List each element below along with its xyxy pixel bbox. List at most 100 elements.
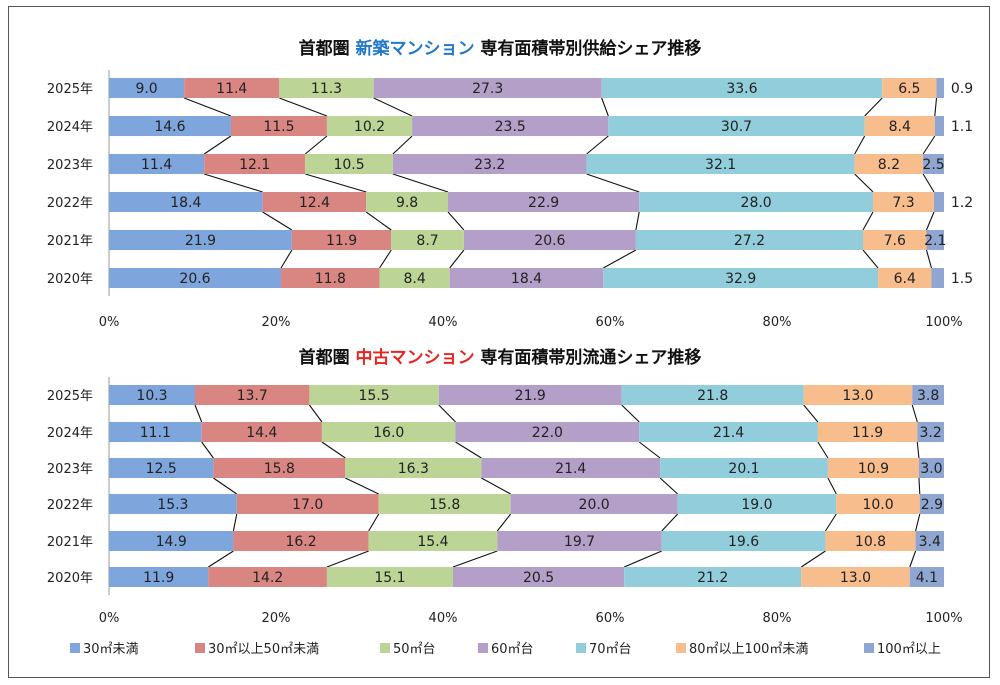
series-connector xyxy=(915,513,921,532)
title-suffix: 専有面積帯別流通シェア推移 xyxy=(475,347,702,368)
series-connector xyxy=(305,173,367,193)
series-connector xyxy=(925,211,935,231)
chart-panel-2: 首都圏 中古マンション 専有面積帯別流通シェア推移 2025年 10.3 13.7 15… xyxy=(47,347,963,626)
data-label: 21.9 xyxy=(185,233,216,249)
series-connector xyxy=(481,477,511,495)
chart-title: 首都圏 中古マンション 専有面積帯別流通シェア推移 xyxy=(299,347,702,368)
bar-segment xyxy=(236,494,379,514)
bar-segment xyxy=(109,458,214,478)
series-connector xyxy=(803,404,819,423)
data-label: 8.4 xyxy=(889,119,911,135)
bar-segment xyxy=(391,230,464,250)
series-connector xyxy=(392,173,449,193)
bar-segment xyxy=(262,192,367,212)
x-tick-label: 20% xyxy=(262,611,291,626)
series-connector xyxy=(365,211,392,231)
data-label: 11.9 xyxy=(143,570,174,586)
bar-segment xyxy=(109,116,231,136)
bar-segment xyxy=(481,458,661,478)
bar-segment xyxy=(455,422,640,442)
series-connector xyxy=(373,97,413,117)
bar-segment xyxy=(639,192,874,212)
bar-segment xyxy=(931,268,944,288)
bar-segment xyxy=(368,531,498,551)
data-label: 33.6 xyxy=(726,81,757,97)
data-label: 32.1 xyxy=(705,157,736,173)
x-tick-label: 0% xyxy=(99,315,120,330)
bar-segment xyxy=(918,458,944,478)
data-label: 20.6 xyxy=(534,233,565,249)
data-label: 3.2 xyxy=(920,425,942,441)
series-connector xyxy=(447,211,465,231)
series-connector xyxy=(922,173,935,193)
row-label: 2023年 xyxy=(47,158,93,173)
data-label: 15.1 xyxy=(374,570,405,586)
data-label: 15.8 xyxy=(264,461,295,477)
bar-segment xyxy=(109,567,209,587)
bar-segment xyxy=(497,531,662,551)
bar-segment xyxy=(109,494,237,514)
series-connector xyxy=(438,404,456,423)
legend-label: 30㎡以上50㎡未満 xyxy=(208,642,319,657)
series-connector xyxy=(854,173,874,193)
bar-segment xyxy=(919,494,944,514)
data-label: 21.8 xyxy=(697,388,728,404)
title-highlight: 中古マンション xyxy=(356,347,475,368)
bar-segment xyxy=(586,154,855,174)
data-label: 18.4 xyxy=(511,271,542,287)
bar-segment xyxy=(909,567,944,587)
series-connector xyxy=(601,97,609,117)
data-label: 10.3 xyxy=(136,388,167,404)
x-tick-label: 80% xyxy=(763,611,792,626)
x-tick-label: 60% xyxy=(596,315,625,330)
data-label: 8.2 xyxy=(878,157,900,173)
data-label: 2.9 xyxy=(921,497,943,513)
bar-segment xyxy=(624,567,802,587)
title-highlight: 新築マンション xyxy=(356,38,475,59)
row-label: 2020年 xyxy=(47,571,93,586)
row-label: 2022年 xyxy=(47,196,93,211)
bar-segment xyxy=(608,116,865,136)
row-label: 2022年 xyxy=(47,498,93,513)
series-connector xyxy=(623,550,662,568)
legend: 30㎡未満 30㎡以上50㎡未満 50㎡台 60㎡台 70㎡台 80㎡以上100㎡未満 10… xyxy=(70,642,941,657)
data-label: 22.0 xyxy=(532,425,563,441)
series-connector xyxy=(379,249,392,269)
bar-segment xyxy=(109,78,185,98)
bar-segment xyxy=(463,230,636,250)
x-tick-label: 40% xyxy=(429,611,458,626)
bar-segment xyxy=(817,422,918,442)
data-label: 7.6 xyxy=(884,233,906,249)
data-label: 14.9 xyxy=(156,534,187,550)
data-label: 1.2 xyxy=(951,195,973,211)
series-connector xyxy=(208,550,234,568)
data-label: 32.9 xyxy=(725,271,756,287)
bar-segment xyxy=(923,154,944,174)
row-label: 2021年 xyxy=(47,535,93,550)
data-label: 15.8 xyxy=(429,497,460,513)
bar-segment xyxy=(326,567,454,587)
data-label: 11.9 xyxy=(326,233,357,249)
bar-segment xyxy=(345,458,482,478)
data-label: 19.0 xyxy=(741,497,772,513)
series-connector xyxy=(213,477,238,495)
series-connector xyxy=(817,441,829,459)
data-label: 14.4 xyxy=(246,425,277,441)
bar-segment xyxy=(109,422,202,442)
bar-segment xyxy=(208,567,327,587)
bar-segment xyxy=(109,154,205,174)
legend-swatch xyxy=(195,643,205,653)
bar-segment xyxy=(448,192,640,212)
data-label: 13.0 xyxy=(840,570,871,586)
bar-segment xyxy=(309,385,439,405)
data-label: 20.6 xyxy=(179,271,210,287)
series-connector xyxy=(925,249,933,269)
series-connector xyxy=(203,135,232,155)
data-label: 11.1 xyxy=(140,425,171,441)
data-label: 3.4 xyxy=(919,534,941,550)
data-label: 11.3 xyxy=(311,81,342,97)
bar-segment xyxy=(803,385,913,405)
legend-label: 60㎡台 xyxy=(491,642,534,657)
chart-panel-1: 首都圏 新築マンション 専有面積帯別供給シェア推移 2025年 9.0 11.4 11.… xyxy=(47,38,973,330)
